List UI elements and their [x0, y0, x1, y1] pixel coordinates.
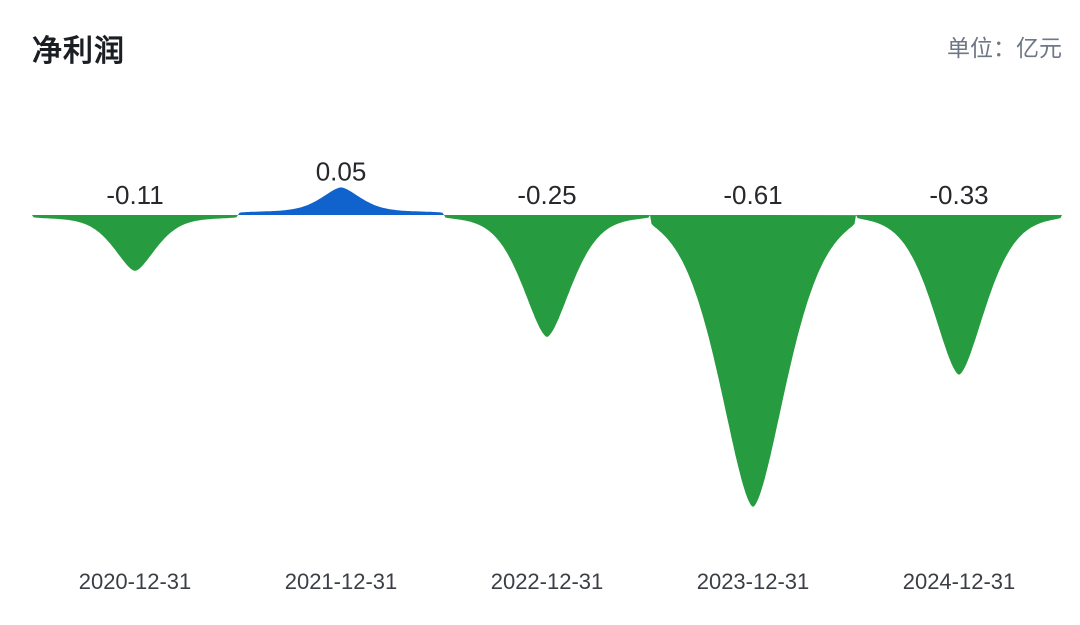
- date-label-2022-12-31: 2022-12-31: [491, 569, 604, 594]
- date-label-2024-12-31: 2024-12-31: [903, 569, 1016, 594]
- chart-header: 净利润 单位：亿元: [0, 0, 1080, 70]
- value-label-2022-12-31: -0.25: [517, 180, 576, 210]
- spike-2023-12-31[interactable]: [650, 215, 856, 507]
- spike-2024-12-31[interactable]: [856, 215, 1062, 375]
- date-label-2023-12-31: 2023-12-31: [697, 569, 810, 594]
- date-label-2021-12-31: 2021-12-31: [285, 569, 398, 594]
- date-label-2020-12-31: 2020-12-31: [79, 569, 192, 594]
- page-title: 净利润: [32, 35, 125, 68]
- value-label-2023-12-31: -0.61: [723, 180, 782, 210]
- spike-2020-12-31[interactable]: [32, 215, 238, 271]
- spike-2022-12-31[interactable]: [444, 215, 650, 337]
- value-label-2021-12-31: 0.05: [316, 156, 367, 186]
- value-label-2024-12-31: -0.33: [929, 180, 988, 210]
- unit-label: 单位：亿元: [947, 35, 1062, 61]
- spike-2021-12-31[interactable]: [238, 187, 444, 215]
- value-label-2020-12-31: -0.11: [106, 180, 163, 210]
